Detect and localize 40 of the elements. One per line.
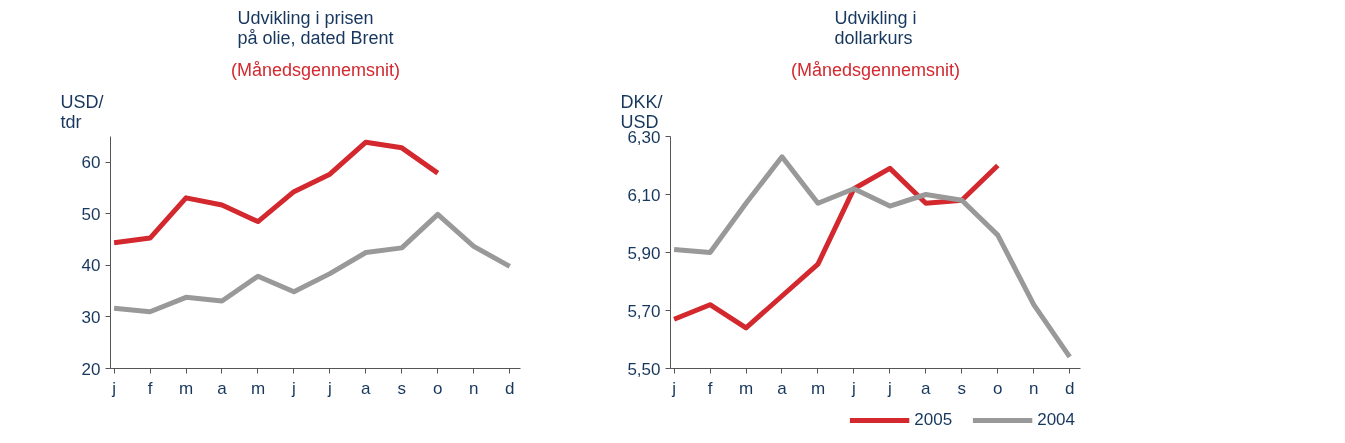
x-tick-label: j: [671, 378, 676, 398]
chart-subtitle: (Månedsgennemsnit): [790, 59, 961, 80]
x-tick-label: j: [887, 378, 892, 398]
x-tick-label: a: [777, 378, 788, 398]
x-tick-label: j: [327, 378, 332, 398]
x-tick-label: j: [111, 378, 116, 398]
y-tick-label: 20: [81, 359, 101, 379]
y-tick-label: 5,70: [627, 301, 661, 321]
y-tick-label: 40: [81, 256, 101, 276]
y-tick-label: 60: [81, 153, 101, 173]
x-tick-label: f: [147, 378, 153, 398]
x-tick-label: s: [957, 378, 967, 398]
y-tick-label: 6,10: [627, 185, 661, 205]
x-tick-label: m: [738, 378, 754, 398]
y-tick-label: 5,90: [627, 243, 661, 263]
legend-label: 2005: [914, 410, 953, 430]
chart-title: Udvikling i dollarkurs: [834, 7, 917, 48]
x-tick-label: m: [250, 378, 266, 398]
x-tick-label: d: [504, 378, 515, 398]
x-tick-label: o: [433, 378, 443, 398]
y-tick-label: 30: [81, 307, 101, 327]
y-tick-label: 50: [81, 204, 101, 224]
x-tick-label: n: [469, 378, 479, 398]
x-tick-label: m: [810, 378, 826, 398]
x-tick-label: n: [1029, 378, 1039, 398]
legend-label: 2004: [1037, 410, 1075, 430]
chart-subtitle: (Månedsgennemsnit): [230, 59, 401, 80]
x-tick-label: s: [397, 378, 407, 398]
y-tick-label: 5,50: [627, 359, 661, 379]
x-tick-label: a: [921, 378, 932, 398]
x-tick-label: o: [993, 378, 1003, 398]
x-tick-label: d: [1064, 378, 1075, 398]
x-tick-label: a: [361, 378, 372, 398]
y-axis-title: USD/ tdr: [60, 91, 104, 132]
x-tick-label: f: [707, 378, 713, 398]
x-tick-label: a: [217, 378, 228, 398]
x-tick-label: m: [178, 378, 194, 398]
chart-title: Udvikling i prisen på olie, dated Brent: [237, 7, 394, 48]
x-tick-label: j: [851, 378, 856, 398]
x-tick-label: j: [291, 378, 296, 398]
